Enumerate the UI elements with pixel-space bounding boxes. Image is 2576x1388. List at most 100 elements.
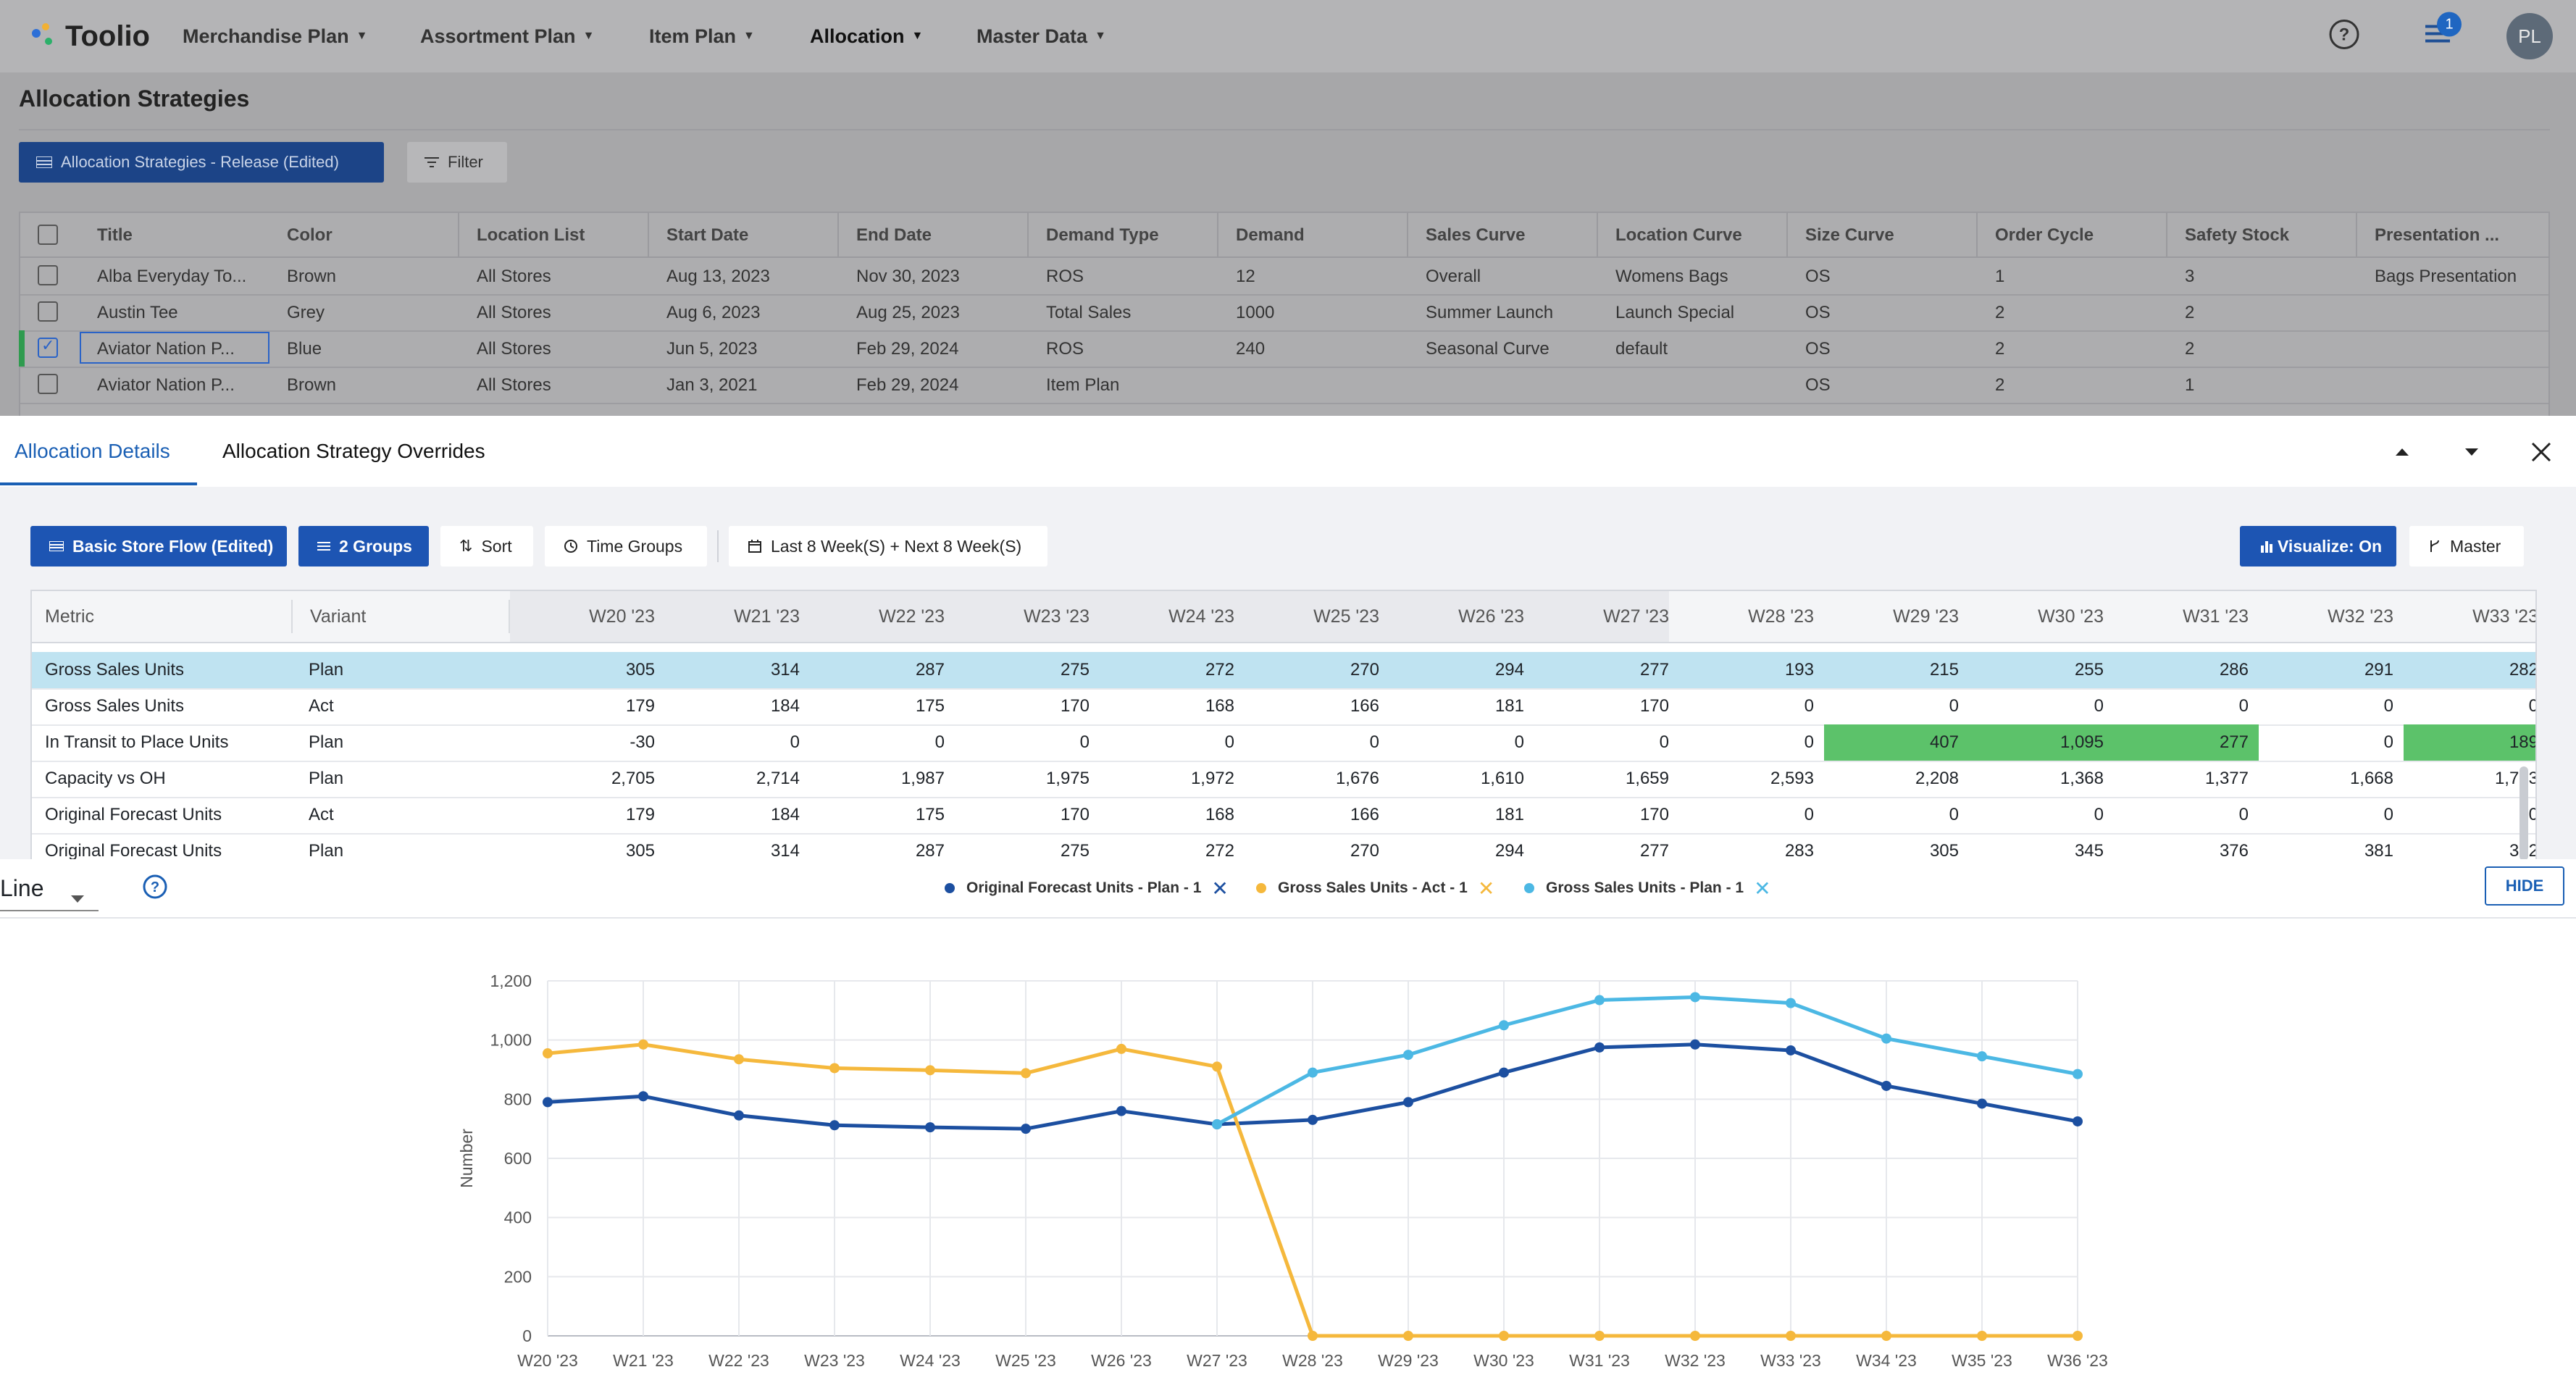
help-icon[interactable]: ?: [142, 874, 168, 903]
value-cell[interactable]: 294: [1494, 660, 1524, 680]
value-cell[interactable]: 181: [1494, 805, 1524, 824]
col-week[interactable]: W22 '23: [879, 606, 945, 627]
select-all-checkbox[interactable]: [38, 225, 58, 245]
value-cell[interactable]: 0: [1224, 732, 1234, 752]
value-cell[interactable]: 314: [770, 841, 800, 861]
help-icon[interactable]: ?: [2328, 19, 2360, 54]
value-cell[interactable]: 275: [1060, 660, 1090, 680]
value-cell[interactable]: 287: [915, 660, 945, 680]
col-week[interactable]: W21 '23: [734, 606, 800, 627]
value-cell[interactable]: 291: [2364, 660, 2393, 680]
value-cell[interactable]: 282: [2509, 660, 2537, 680]
value-cell[interactable]: 287: [915, 841, 945, 861]
remove-series-icon[interactable]: ✕: [1477, 877, 1495, 900]
value-cell[interactable]: 170: [1639, 696, 1669, 716]
value-cell[interactable]: 372: [2408, 833, 2535, 861]
value-cell[interactable]: 0: [2094, 696, 2104, 716]
table-row[interactable]: Alba Everyday To... Brown All Stores Aug…: [20, 258, 2548, 296]
value-cell[interactable]: 0: [2383, 805, 2393, 824]
master-button[interactable]: Master: [2409, 526, 2524, 567]
value-cell[interactable]: 1,668: [2349, 769, 2393, 788]
col-order-cycle[interactable]: Order Cycle: [1995, 225, 2094, 245]
visualize-toggle-button[interactable]: Visualize: On: [2240, 526, 2396, 567]
vertical-scrollbar[interactable]: [2519, 766, 2528, 861]
table-row[interactable]: Gross Sales Units Plan 305 314 287 275 272 270 2…: [32, 652, 2535, 690]
value-cell[interactable]: 283: [1784, 841, 1814, 861]
col-start-date[interactable]: Start Date: [666, 225, 749, 245]
legend-item-original-forecast-plan[interactable]: Original Forecast Units - Plan - 1 ✕: [945, 874, 1229, 903]
value-cell[interactable]: 0: [1949, 696, 1959, 716]
value-cell[interactable]: 270: [1350, 660, 1379, 680]
col-week[interactable]: W20 '23: [589, 606, 655, 627]
value-cell[interactable]: 175: [915, 805, 945, 824]
table-row-selected[interactable]: Aviator Nation P... Blue All Stores Jun …: [19, 330, 2548, 368]
col-week[interactable]: W25 '23: [1313, 606, 1379, 627]
value-cell[interactable]: 0: [1949, 805, 1959, 824]
col-demand[interactable]: Demand: [1236, 225, 1305, 245]
move-up-icon[interactable]: [2388, 438, 2417, 467]
time-groups-button[interactable]: Time Groups: [545, 526, 707, 567]
value-cell[interactable]: 2,208: [1915, 769, 1959, 788]
value-cell[interactable]: 255: [2074, 660, 2104, 680]
row-checkbox[interactable]: [38, 265, 58, 285]
value-cell[interactable]: 277: [1639, 841, 1669, 861]
value-cell[interactable]: 0: [2238, 696, 2249, 716]
col-week[interactable]: W27 '23: [1603, 606, 1669, 627]
table-row[interactable]: Gross Sales Units Act 179 184 175 170 168 166 18…: [32, 688, 2535, 726]
close-icon[interactable]: [2527, 438, 2556, 467]
value-cell[interactable]: 215: [1929, 660, 1959, 680]
value-cell[interactable]: 407: [1929, 732, 1959, 752]
value-cell[interactable]: 1,610: [1480, 769, 1524, 788]
value-cell[interactable]: 0: [1514, 732, 1524, 752]
chart-type-select[interactable]: Line: [0, 866, 99, 911]
value-cell[interactable]: 286: [2219, 660, 2249, 680]
value-cell[interactable]: 170: [1639, 805, 1669, 824]
value-cell[interactable]: 166: [1350, 805, 1379, 824]
value-cell[interactable]: 1,659: [1625, 769, 1669, 788]
table-row[interactable]: Capacity vs OH Plan 2,705 2,714 1,987 1,975 1,…: [32, 761, 2535, 798]
value-cell[interactable]: 175: [915, 696, 945, 716]
col-demand-type[interactable]: Demand Type: [1046, 225, 1159, 245]
value-cell[interactable]: 277: [2219, 732, 2249, 752]
value-cell[interactable]: 179: [625, 805, 655, 824]
value-cell[interactable]: 305: [1929, 841, 1959, 861]
value-cell[interactable]: 166: [1350, 696, 1379, 716]
row-checkbox[interactable]: [38, 336, 58, 358]
value-cell[interactable]: 184: [770, 805, 800, 824]
col-end-date[interactable]: End Date: [856, 225, 932, 245]
user-avatar[interactable]: PL: [2506, 13, 2553, 59]
table-row[interactable]: Austin Tee Grey All Stores Aug 6, 2023 A…: [20, 294, 2548, 332]
col-week[interactable]: W28 '23: [1748, 606, 1814, 627]
filter-button[interactable]: Filter: [407, 142, 507, 183]
table-row[interactable]: Original Forecast Units Act 179 184 175 170 16…: [32, 797, 2535, 835]
nav-item-plan[interactable]: Item Plan ▼: [649, 25, 755, 47]
value-cell[interactable]: 272: [1205, 841, 1234, 861]
legend-item-gross-sales-plan[interactable]: Gross Sales Units - Plan - 1 ✕: [1524, 874, 1771, 903]
cell-title[interactable]: Aviator Nation P...: [97, 339, 235, 359]
value-cell[interactable]: 170: [1060, 805, 1090, 824]
view-selector-button[interactable]: Allocation Strategies - Release (Edited): [19, 142, 384, 183]
value-cell[interactable]: 168: [1205, 696, 1234, 716]
value-cell[interactable]: 1,368: [2059, 769, 2104, 788]
col-presentation[interactable]: Presentation ...: [2375, 225, 2500, 245]
col-week[interactable]: W32 '23: [2328, 606, 2393, 627]
store-flow-button[interactable]: Basic Store Flow (Edited): [30, 526, 287, 567]
value-cell[interactable]: 0: [2238, 805, 2249, 824]
table-row[interactable]: In Transit to Place Units Plan -30 0 0 0 0 0 0 0 0…: [32, 724, 2535, 762]
col-location-list[interactable]: Location List: [477, 225, 585, 245]
col-week[interactable]: W33 '23: [2472, 606, 2537, 627]
value-cell[interactable]: 168: [1205, 805, 1234, 824]
value-cell[interactable]: 1,095: [2059, 732, 2104, 752]
value-cell[interactable]: 1,377: [2204, 769, 2249, 788]
value-cell[interactable]: 305: [625, 841, 655, 861]
value-cell[interactable]: 270: [1350, 841, 1379, 861]
value-cell[interactable]: 2,714: [756, 769, 800, 788]
value-cell[interactable]: 0: [1804, 696, 1814, 716]
tab-allocation-strategy-overrides[interactable]: Allocation Strategy Overrides: [222, 440, 485, 462]
col-title[interactable]: Title: [97, 225, 133, 245]
nav-allocation[interactable]: Allocation ▼: [810, 25, 924, 47]
value-cell[interactable]: 381: [2364, 841, 2393, 861]
value-cell[interactable]: 0: [1804, 805, 1814, 824]
value-cell[interactable]: 277: [1639, 660, 1669, 680]
value-cell[interactable]: 184: [770, 696, 800, 716]
